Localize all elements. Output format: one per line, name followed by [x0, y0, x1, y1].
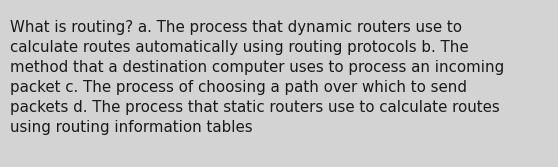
Text: What is routing? a. The process that dynamic routers use to
calculate routes aut: What is routing? a. The process that dyn… [10, 20, 504, 135]
